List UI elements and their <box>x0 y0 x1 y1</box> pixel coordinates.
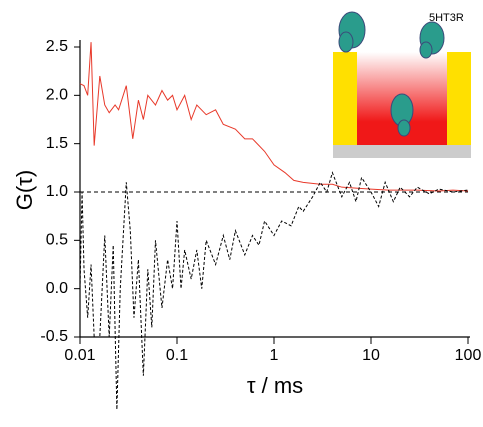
inset-protein <box>390 93 414 137</box>
inset-protein <box>338 11 366 53</box>
inset-substrate <box>333 145 471 158</box>
x-tick-label: 0.1 <box>166 347 188 364</box>
inset-label: 5HT3R <box>429 12 464 24</box>
data-line <box>79 42 469 192</box>
y-tick-label: 0.5 <box>46 232 68 249</box>
x-tick-label: 10 <box>362 347 380 364</box>
y-tick-label: -0.5 <box>40 328 68 345</box>
x-tick-label: 0.01 <box>64 347 95 364</box>
y-tick-label: 2.0 <box>46 87 68 104</box>
x-tick-label: 1 <box>270 347 279 364</box>
y-tick-label: 1.5 <box>46 135 68 152</box>
inset-protein <box>419 21 445 59</box>
data-line <box>79 171 469 410</box>
x-axis-label: τ / ms <box>247 373 303 398</box>
y-tick-label: 2.5 <box>46 38 68 55</box>
inset-wall <box>333 52 357 145</box>
y-tick-label: 0.0 <box>46 280 68 297</box>
y-axis-label: G(τ) <box>12 170 37 210</box>
x-tick-label: 100 <box>455 347 482 364</box>
inset-wall <box>447 52 471 145</box>
inset: 5HT3R <box>333 11 471 158</box>
y-tick-label: 1.0 <box>46 183 68 200</box>
